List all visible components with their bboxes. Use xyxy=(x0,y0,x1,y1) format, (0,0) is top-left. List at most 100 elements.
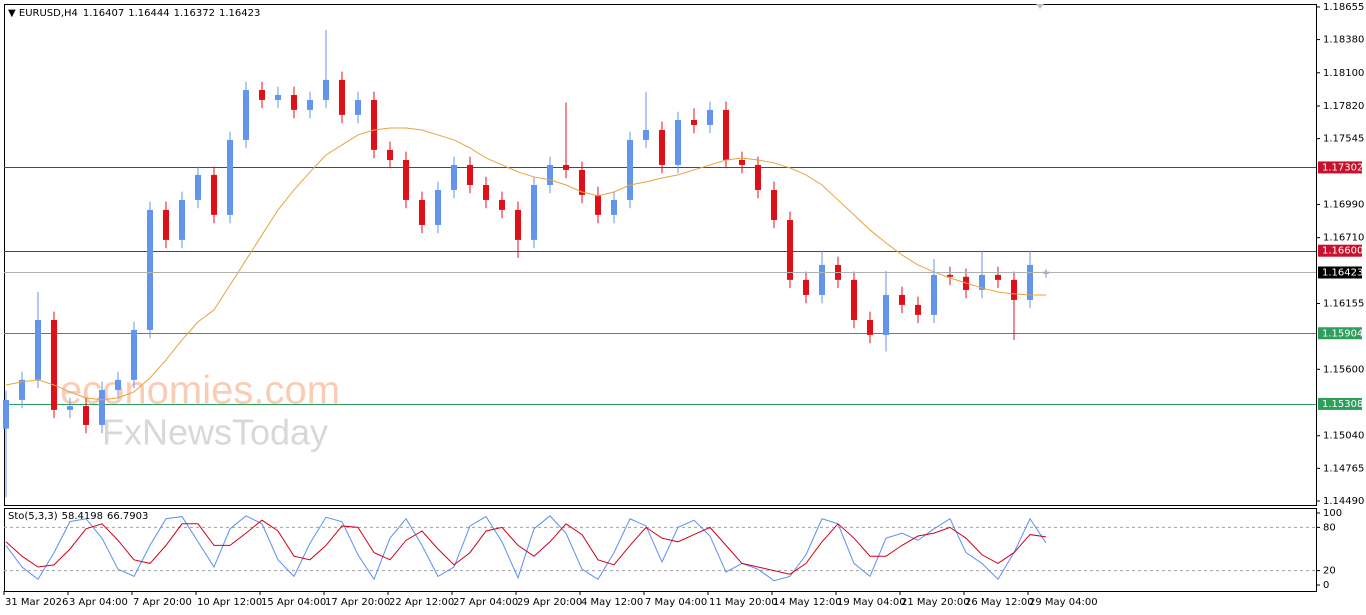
x-tick-label: 14 May 12:00 xyxy=(773,597,842,608)
candle-body xyxy=(163,209,169,240)
x-tick-label: 17 Apr 20:00 xyxy=(325,597,390,608)
x-tick-label: 26 May 12:00 xyxy=(965,597,1034,608)
indicator-frame xyxy=(4,508,1317,592)
candle-body xyxy=(755,164,761,190)
candle-body xyxy=(83,406,89,425)
x-tick-label: 3 Apr 04:00 xyxy=(69,597,128,608)
price-label: 1.15904 xyxy=(1322,328,1363,339)
candle-body xyxy=(547,164,553,185)
candle-body xyxy=(563,164,569,170)
candle-body xyxy=(627,139,633,200)
candle-body xyxy=(531,184,537,240)
price-label-box xyxy=(1318,161,1362,174)
main-frame xyxy=(4,4,1317,506)
x-tick-label: 10 Apr 12:00 xyxy=(197,597,262,608)
candle-body xyxy=(355,99,361,115)
current-price-label: 1.16423 xyxy=(1322,268,1363,279)
watermark: economies.com xyxy=(60,369,340,413)
candle-body xyxy=(803,279,809,295)
x-tick-label: 19 May 04:00 xyxy=(837,597,906,608)
candle-body xyxy=(931,274,937,315)
candle-body xyxy=(147,209,153,330)
candle-body xyxy=(851,279,857,320)
price-label-box xyxy=(1318,327,1362,340)
x-tick-label: 29 May 04:00 xyxy=(1029,597,1098,608)
y-tick-label: 1.18380 xyxy=(1323,35,1364,46)
candle-body xyxy=(739,159,745,165)
candle-body xyxy=(819,264,825,295)
moving-average xyxy=(5,127,1046,401)
candle-body xyxy=(675,119,681,165)
x-tick-label: 27 Apr 04:00 xyxy=(453,597,518,608)
y-tick-label: 1.18655 xyxy=(1323,2,1364,13)
indicator-header: Sto(5,3,3) 58.4198 66.7903 xyxy=(8,511,148,522)
header-arrow: ▼ xyxy=(8,8,19,19)
candle-body xyxy=(947,274,953,277)
candle-body xyxy=(323,79,329,100)
y-tick-label: 1.16155 xyxy=(1323,298,1364,309)
candle-body xyxy=(3,399,9,429)
candle-body xyxy=(467,164,473,185)
symbol: EURUSD,H4 xyxy=(19,8,78,19)
y-tick-label: 1.16710 xyxy=(1323,233,1364,244)
candle-body xyxy=(979,274,985,290)
candle-body xyxy=(419,199,425,225)
candle-body xyxy=(883,294,889,335)
price-label-box xyxy=(1318,244,1362,257)
x-tick-label: 22 Apr 12:00 xyxy=(389,597,454,608)
candle-body xyxy=(659,129,665,165)
x-tick-label: 21 May 20:00 xyxy=(901,597,970,608)
y-tick-label: 1.14765 xyxy=(1323,463,1364,474)
price-label-box xyxy=(1318,266,1362,279)
candle-body xyxy=(451,164,457,190)
x-tick-label: 31 Mar 2026 xyxy=(5,597,68,608)
candle-body xyxy=(339,79,345,115)
candle-body xyxy=(723,109,729,160)
candle-body xyxy=(595,194,601,215)
price-label: 1.16600 xyxy=(1322,246,1363,257)
candle-body xyxy=(435,189,441,225)
x-tick-label: 29 Apr 20:00 xyxy=(517,597,582,608)
y-tick-label: 1.15040 xyxy=(1323,431,1364,442)
x-tick-label: 7 May 04:00 xyxy=(645,597,707,608)
candle-body xyxy=(227,139,233,215)
candle-body xyxy=(691,119,697,125)
candle-body xyxy=(915,304,921,315)
candle-body xyxy=(995,274,1001,280)
x-tick-label: 4 May 12:00 xyxy=(581,597,643,608)
y-tick-label: 1.16990 xyxy=(1323,199,1364,210)
candle-body xyxy=(867,319,873,335)
candle-body xyxy=(611,199,617,215)
price-label: 1.17302 xyxy=(1322,162,1363,173)
candle-body xyxy=(51,319,57,410)
candle-body xyxy=(275,94,281,100)
indicator-line xyxy=(5,515,1047,582)
price-label-box xyxy=(1318,397,1362,410)
candle-body xyxy=(899,294,905,305)
watermark: FxNewsToday xyxy=(102,412,328,453)
y-tick-label: 1.15600 xyxy=(1323,364,1364,375)
candle-body xyxy=(483,184,489,200)
candle-body xyxy=(19,379,25,400)
indicator-line xyxy=(5,519,1047,575)
candle-body xyxy=(99,389,105,425)
candle-body xyxy=(291,94,297,110)
candle-body xyxy=(307,99,313,110)
y-tick-label: 1.17820 xyxy=(1323,101,1364,112)
chart-header: ▼ EURUSD,H4 1.16407 1.16444 1.16372 1.16423 xyxy=(8,8,260,19)
indicator-k: 58.4198 xyxy=(62,511,103,522)
candle-body xyxy=(259,89,265,100)
header-close: 1.16423 xyxy=(219,8,260,19)
x-tick-label: 11 May 20:00 xyxy=(709,597,778,608)
indicator-y-tick-label: 20 xyxy=(1323,566,1336,577)
indicator-y-tick-label: 80 xyxy=(1323,522,1336,533)
price-label: 1.15308 xyxy=(1322,399,1363,410)
x-tick-label: 15 Apr 04:00 xyxy=(261,597,326,608)
candle-body xyxy=(131,329,137,380)
candle-body xyxy=(1011,279,1017,300)
candle-body xyxy=(195,174,201,200)
indicator-y-tick-label: 0 xyxy=(1323,580,1329,591)
candle-body xyxy=(179,199,185,240)
header-open: 1.16407 xyxy=(83,8,124,19)
